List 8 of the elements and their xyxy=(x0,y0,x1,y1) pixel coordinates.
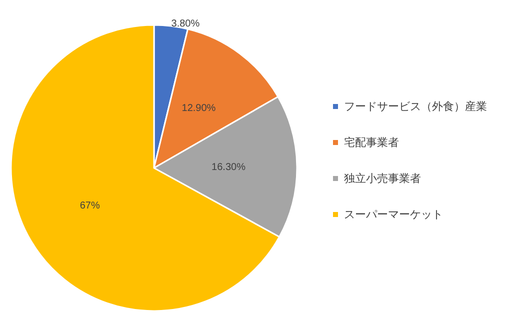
data-label: 16.30% xyxy=(212,162,246,173)
legend-label: 宅配事業者 xyxy=(344,136,399,149)
data-label: 67% xyxy=(80,200,100,212)
legend-label: スーパーマーケット xyxy=(344,208,443,221)
data-label: 12.90% xyxy=(182,102,216,114)
legend-label: フードサービス（外食）産業 xyxy=(344,100,487,113)
legend-label: 独立小売事業者 xyxy=(344,172,421,185)
data-label: 3.80% xyxy=(171,18,200,30)
